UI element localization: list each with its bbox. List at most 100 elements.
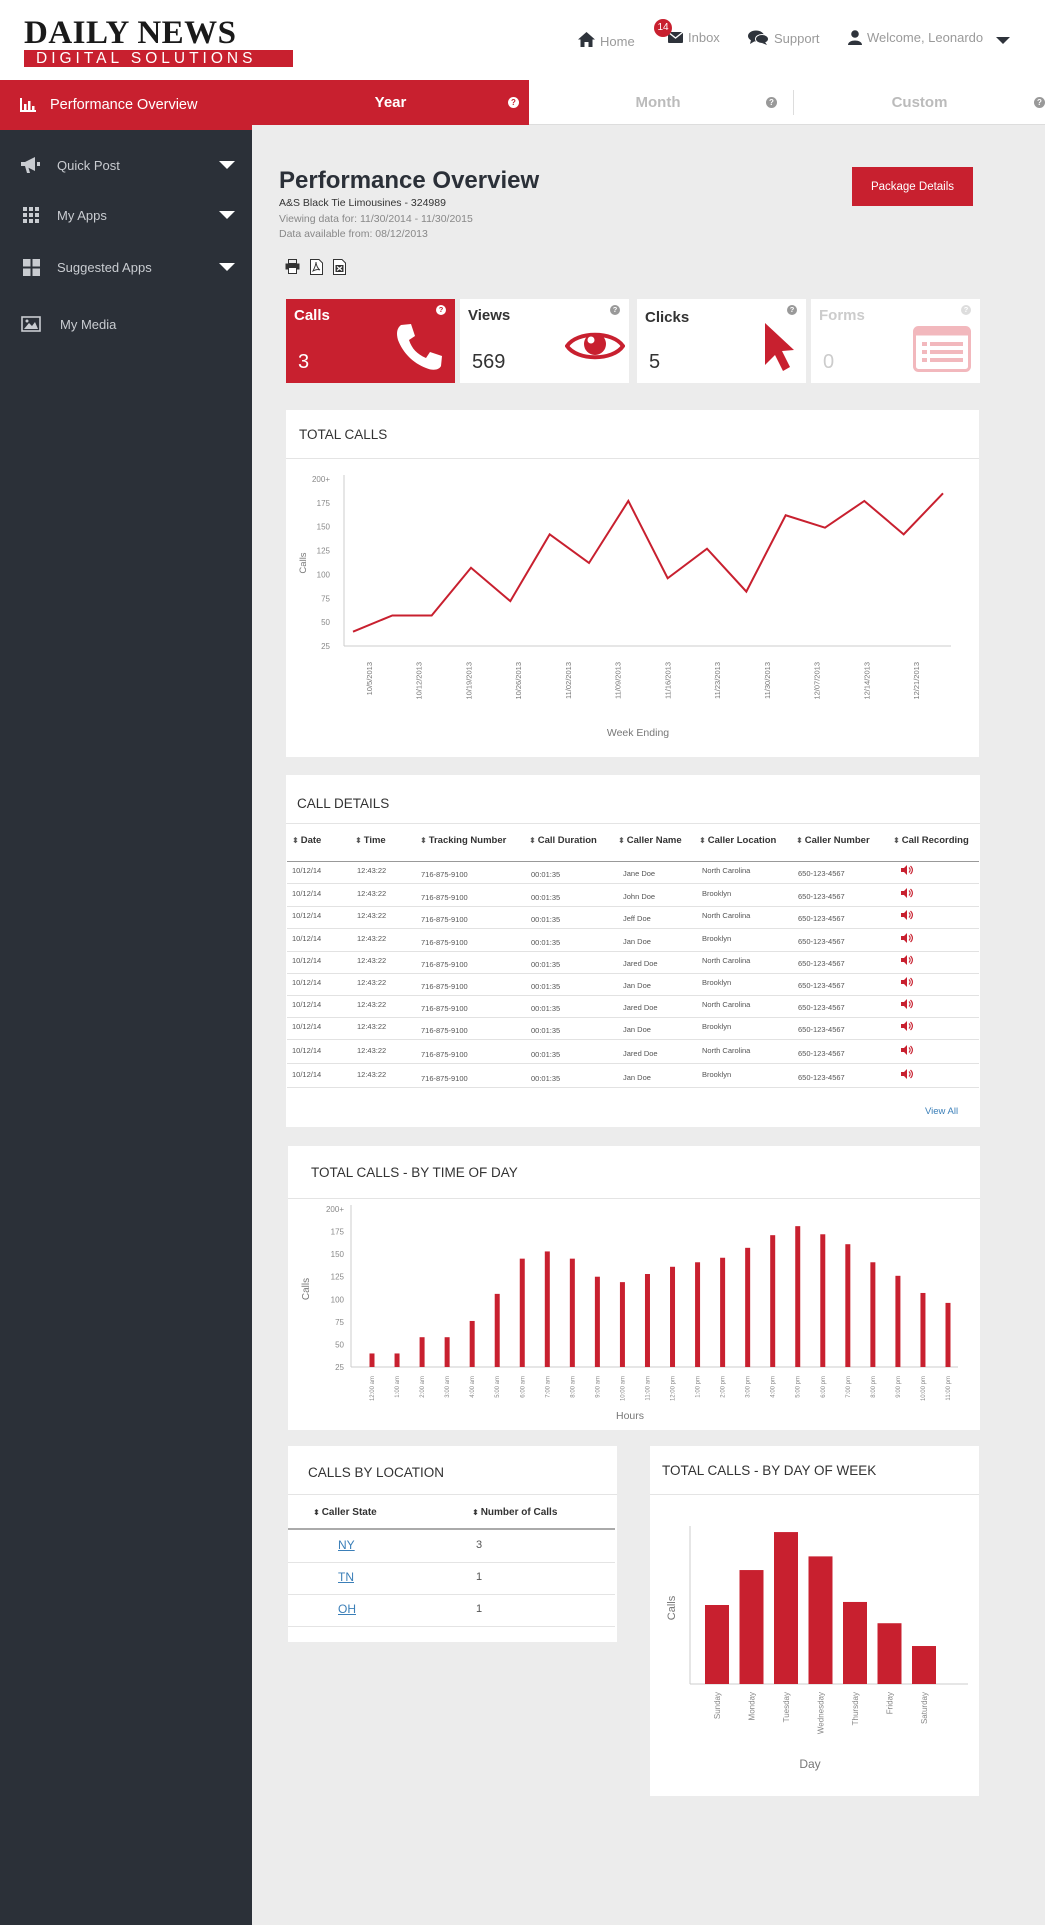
- welcome-text: Welcome, Leonardo: [867, 30, 984, 45]
- hour-bar: [845, 1244, 851, 1367]
- speaker-icon[interactable]: [901, 888, 913, 898]
- stat-card-clicks[interactable]: Clicks 5 ?: [637, 299, 806, 383]
- speaker-icon[interactable]: [901, 977, 913, 987]
- column-header[interactable]: Tracking Number: [420, 835, 507, 846]
- help-icon[interactable]: ?: [961, 305, 971, 315]
- x-tick-label: Thursday: [851, 1692, 860, 1725]
- column-header[interactable]: Call Duration: [529, 835, 597, 846]
- x-axis-label: Day: [799, 1757, 820, 1771]
- column-header[interactable]: Date: [292, 835, 322, 846]
- table-cell: Brooklyn: [702, 889, 732, 898]
- help-icon[interactable]: ?: [1034, 97, 1045, 108]
- hour-bar: [369, 1353, 375, 1367]
- column-header[interactable]: Time: [355, 835, 386, 846]
- home-icon: [578, 32, 595, 47]
- panel-title: CALLS BY LOCATION: [308, 1465, 445, 1480]
- account-dropdown-caret[interactable]: [996, 37, 1010, 44]
- calls-by-location-panel: [288, 1446, 617, 1642]
- day-bar: [705, 1605, 729, 1684]
- table-cell: North Carolina: [702, 911, 751, 920]
- help-icon[interactable]: ?: [787, 305, 797, 315]
- table-cell: 10/12/14: [292, 934, 322, 943]
- column-header[interactable]: Caller Location: [699, 835, 777, 846]
- sidebar-item-my-apps[interactable]: My Apps: [0, 195, 252, 235]
- speaker-icon[interactable]: [901, 933, 913, 943]
- row-divider: [287, 1017, 979, 1018]
- help-icon[interactable]: ?: [766, 97, 777, 108]
- x-tick-label: Friday: [886, 1692, 895, 1714]
- table-cell: North Carolina: [702, 1046, 751, 1055]
- day-bar: [912, 1646, 936, 1684]
- table-cell: 12:43:22: [357, 978, 387, 987]
- daily-news-logo[interactable]: DAILY NEWS DIGITAL SOLUTIONS: [24, 17, 294, 67]
- table-cell: 716-875-9100: [421, 1026, 468, 1035]
- x-tick-label: 12:00 pm: [671, 1376, 677, 1401]
- sidebar-item-suggested-apps[interactable]: Suggested Apps: [0, 247, 252, 287]
- column-header[interactable]: Call Recording: [893, 835, 969, 846]
- tab-divider: [793, 90, 794, 115]
- table-cell: 650-123-4567: [798, 892, 845, 901]
- sidebar-item-my-media[interactable]: My Media: [0, 304, 252, 344]
- print-icon[interactable]: [285, 259, 300, 274]
- location-state-link[interactable]: OH: [338, 1602, 356, 1616]
- column-number-of-calls[interactable]: Number of Calls: [472, 1507, 558, 1518]
- sidebar: Performance Overview Quick Post My Apps …: [0, 80, 252, 1925]
- view-all-link[interactable]: View All: [925, 1106, 959, 1117]
- help-icon[interactable]: ?: [436, 305, 446, 315]
- speaker-icon[interactable]: [901, 999, 913, 1009]
- table-cell: North Carolina: [702, 866, 751, 875]
- viewing-range: Viewing data for: 11/30/2014 - 11/30/201…: [279, 213, 473, 225]
- sidebar-item-performance-overview[interactable]: Performance Overview: [0, 80, 252, 130]
- sidebar-item-quick-post[interactable]: Quick Post: [0, 145, 252, 185]
- excel-icon[interactable]: [333, 259, 346, 275]
- hour-bar: [544, 1251, 550, 1367]
- package-details-button[interactable]: Package Details: [852, 167, 973, 206]
- speaker-icon[interactable]: [901, 1045, 913, 1055]
- nav-account[interactable]: Welcome, Leonardo: [848, 30, 983, 45]
- row-divider: [288, 1562, 615, 1563]
- business-name: A&S Black Tie Limousines - 324989: [279, 197, 446, 209]
- table-cell: 00:01:35: [531, 893, 561, 902]
- x-tick-label: Wednesday: [817, 1692, 826, 1734]
- location-state-link[interactable]: TN: [338, 1570, 354, 1584]
- cursor-icon: [765, 323, 794, 371]
- x-tick-label: 11/09/2013: [614, 662, 623, 699]
- tab-custom[interactable]: Custom ?: [794, 80, 1045, 125]
- table-cell: 650-123-4567: [798, 937, 845, 946]
- x-axis-label: Hours: [616, 1410, 644, 1422]
- speaker-icon[interactable]: [901, 955, 913, 965]
- stat-label: Views: [468, 307, 511, 324]
- tab-month[interactable]: Month ?: [529, 80, 787, 125]
- speaker-icon[interactable]: [901, 1069, 913, 1079]
- y-tick-label: 75: [321, 594, 330, 603]
- nav-home[interactable]: Home: [578, 30, 635, 49]
- total-calls-line-chart: 25 50 75 100 125 150 175 200+ 10/5/2013 10/12/201…: [298, 475, 951, 739]
- stat-label: Calls: [294, 307, 330, 324]
- column-header[interactable]: Caller Number: [796, 835, 870, 846]
- nav-inbox[interactable]: Inbox: [668, 30, 720, 45]
- pdf-icon[interactable]: [310, 259, 323, 275]
- x-tick-label: 11/16/2013: [663, 662, 672, 699]
- y-tick-label: 100: [317, 570, 331, 579]
- panel-divider: [288, 1494, 617, 1495]
- column-caller-state[interactable]: Caller State: [313, 1507, 377, 1518]
- table-cell: Brooklyn: [702, 1070, 732, 1079]
- tab-year[interactable]: Year ?: [252, 80, 529, 125]
- phone-icon: [397, 324, 442, 370]
- x-tick-label: 5:00 pm: [796, 1376, 802, 1398]
- column-header[interactable]: Caller Name: [618, 835, 682, 846]
- stat-card-forms[interactable]: Forms 0 ?: [811, 299, 980, 383]
- nav-support[interactable]: Support: [748, 30, 820, 46]
- stat-card-views[interactable]: Views 569 ?: [460, 299, 629, 383]
- help-icon[interactable]: ?: [508, 97, 519, 108]
- x-tick-label: 11/23/2013: [713, 662, 722, 699]
- chevron-down-icon: [219, 161, 235, 169]
- stat-card-calls[interactable]: Calls 3 ?: [286, 299, 455, 383]
- x-tick-label: 3:00 pm: [746, 1376, 752, 1398]
- speaker-icon[interactable]: [901, 1021, 913, 1031]
- speaker-icon[interactable]: [901, 910, 913, 920]
- speaker-icon[interactable]: [901, 865, 913, 875]
- help-icon[interactable]: ?: [610, 305, 620, 315]
- table-cell: Jan Doe: [623, 1025, 651, 1034]
- location-state-link[interactable]: NY: [338, 1538, 355, 1552]
